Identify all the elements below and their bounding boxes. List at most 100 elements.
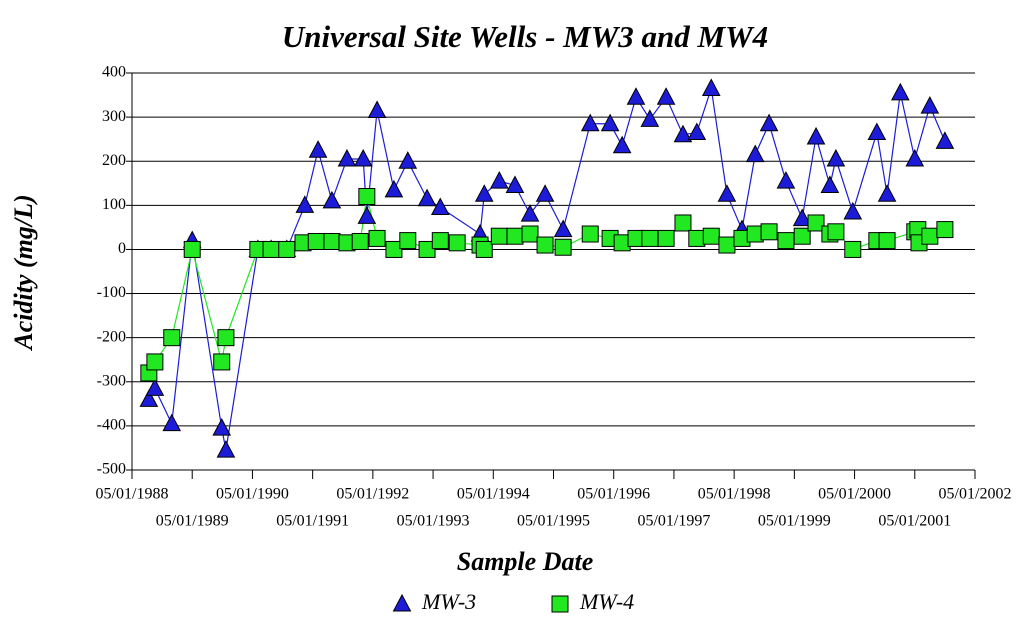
- data-point: [398, 151, 418, 169]
- data-point: [418, 240, 436, 258]
- y-tick-label: 200: [102, 152, 126, 169]
- data-point: [936, 221, 954, 239]
- x-tick-label: 05/01/1995: [517, 513, 590, 530]
- data-point: [641, 229, 659, 247]
- data-point: [474, 184, 494, 202]
- data-point: [216, 440, 236, 458]
- y-tick-label: -100: [97, 284, 126, 301]
- data-point: [475, 240, 493, 258]
- data-point: [626, 87, 646, 105]
- data-point: [717, 184, 737, 202]
- data-point: [777, 232, 795, 250]
- x-tick-label: 05/01/1999: [758, 513, 831, 530]
- data-point: [581, 225, 599, 243]
- y-tick-label: -200: [97, 328, 126, 345]
- x-tick-label: 05/01/1989: [156, 513, 229, 530]
- x-tick-label: 05/01/1998: [698, 486, 771, 503]
- x-tick-label: 05/01/1997: [637, 513, 710, 530]
- data-point: [867, 122, 887, 141]
- y-axis-label: Acidity (mg/L): [9, 194, 38, 351]
- data-point: [521, 225, 539, 243]
- data-point: [702, 227, 720, 245]
- data-point: [262, 240, 280, 258]
- data-point: [490, 227, 508, 245]
- x-tick-label: 05/01/1992: [336, 486, 409, 503]
- data-point: [146, 353, 164, 371]
- data-point: [827, 223, 845, 241]
- data-point: [307, 233, 325, 251]
- data-point: [278, 240, 296, 258]
- series-line: [148, 196, 946, 374]
- data-point: [183, 240, 201, 258]
- y-tick-label: -400: [97, 417, 126, 434]
- data-point: [163, 329, 181, 347]
- data-point: [905, 148, 925, 167]
- data-point: [760, 223, 778, 241]
- data-point: [844, 240, 862, 258]
- data-point: [759, 113, 779, 132]
- data-point: [448, 234, 466, 252]
- data-point: [535, 184, 555, 202]
- data-point: [553, 219, 573, 238]
- data-point: [701, 78, 721, 96]
- chart-title: Universal Site Wells - MW3 and MW4: [282, 19, 768, 54]
- data-point: [877, 184, 897, 202]
- data-point: [385, 240, 403, 258]
- data-point: [145, 378, 165, 396]
- data-point: [793, 227, 811, 245]
- data-point: [308, 140, 328, 158]
- data-point: [612, 135, 632, 154]
- data-point: [399, 232, 417, 250]
- data-point: [807, 214, 825, 232]
- data-point: [674, 214, 692, 232]
- data-point: [688, 229, 706, 247]
- data-point: [431, 232, 449, 250]
- y-tick-label: 400: [102, 64, 126, 81]
- x-tick-label: 05/01/1994: [457, 486, 530, 503]
- data-point: [826, 148, 846, 167]
- data-point: [162, 413, 182, 432]
- data-point: [843, 201, 863, 220]
- y-tick-label: 100: [102, 196, 126, 213]
- data-point: [878, 232, 896, 250]
- x-axis-label: Sample Date: [457, 547, 594, 576]
- x-tick-label: 05/01/1996: [577, 486, 650, 503]
- data-point: [417, 188, 437, 207]
- data-point: [489, 171, 509, 189]
- data-point: [806, 126, 826, 145]
- data-point: [718, 236, 736, 254]
- data-point: [213, 353, 231, 371]
- x-tick-label: 05/01/1991: [276, 513, 349, 530]
- data-point: [580, 113, 600, 132]
- x-tick-label: 05/01/1988: [96, 486, 169, 503]
- data-point: [217, 329, 235, 347]
- x-tick-label: 05/01/1990: [216, 486, 289, 503]
- data-point: [891, 82, 910, 101]
- data-point: [776, 171, 796, 189]
- data-point: [367, 100, 387, 118]
- data-point: [357, 206, 377, 224]
- y-tick-label: 0: [118, 240, 126, 257]
- data-point: [792, 208, 812, 227]
- data-point: [687, 122, 707, 141]
- y-tick-label: -500: [97, 461, 126, 478]
- data-point: [554, 238, 572, 256]
- data-point: [430, 197, 450, 216]
- data-point: [505, 175, 525, 193]
- data-point: [212, 418, 232, 436]
- data-point: [600, 113, 620, 132]
- data-point: [921, 227, 939, 245]
- data-point: [920, 96, 940, 114]
- x-tick-label: 05/01/2001: [878, 513, 951, 530]
- data-point: [322, 190, 342, 209]
- data-point: [384, 179, 404, 198]
- data-point: [351, 233, 369, 251]
- x-tick-label: 05/01/1993: [397, 513, 470, 530]
- data-point: [673, 124, 693, 143]
- data-point: [295, 195, 315, 213]
- legend-label: MW-4: [579, 589, 634, 614]
- legend-marker: [551, 595, 569, 613]
- legend-label: MW-3: [421, 589, 476, 614]
- data-point: [323, 233, 341, 251]
